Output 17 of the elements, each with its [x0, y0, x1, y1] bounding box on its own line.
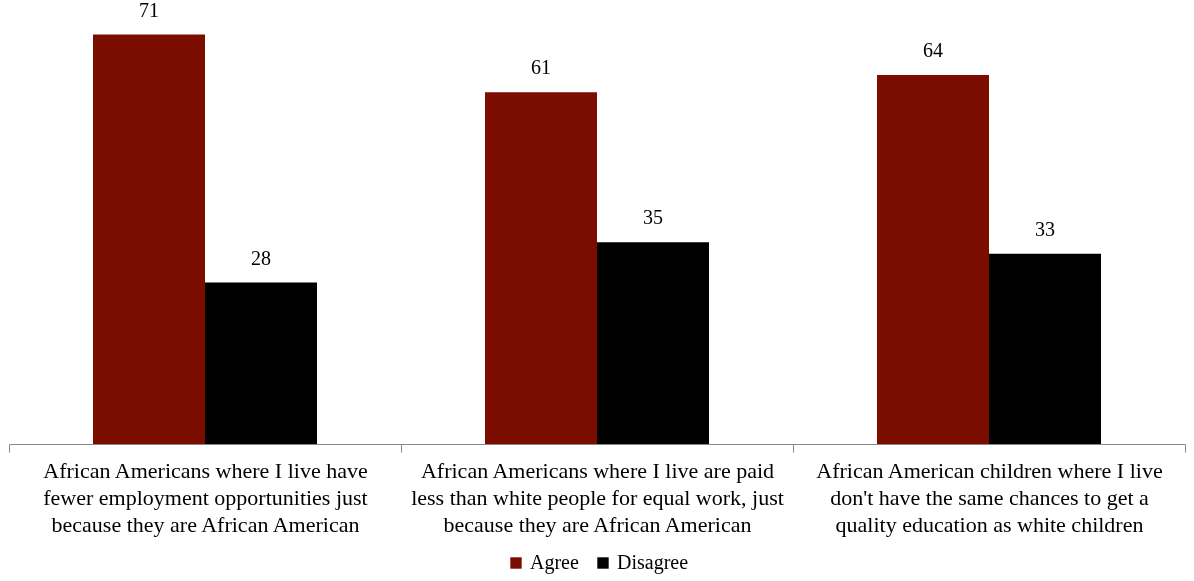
x-tick-label: African Americans where I live have fewer employment opportunities just because they are African American — [43, 457, 368, 537]
data-label: 35 — [643, 206, 663, 229]
bar — [989, 253, 1101, 444]
data-label: 61 — [531, 56, 551, 79]
data-label: 64 — [923, 38, 943, 61]
bar — [93, 34, 205, 444]
x-tick-label: African American children where I live don't have the same chances to get a quality education as white children — [816, 457, 1163, 537]
bar — [597, 242, 709, 444]
bar — [205, 282, 317, 444]
data-label: 71 — [139, 0, 159, 21]
legend-label: Agree — [530, 551, 579, 574]
bar — [877, 74, 989, 444]
legend-label: Disagree — [617, 551, 689, 574]
data-label: 28 — [251, 246, 271, 269]
bar — [485, 92, 597, 444]
x-tick-label: African Americans where I live are paid less than white people for equal work, just because they are African American — [411, 457, 784, 537]
data-label: 33 — [1035, 217, 1055, 240]
